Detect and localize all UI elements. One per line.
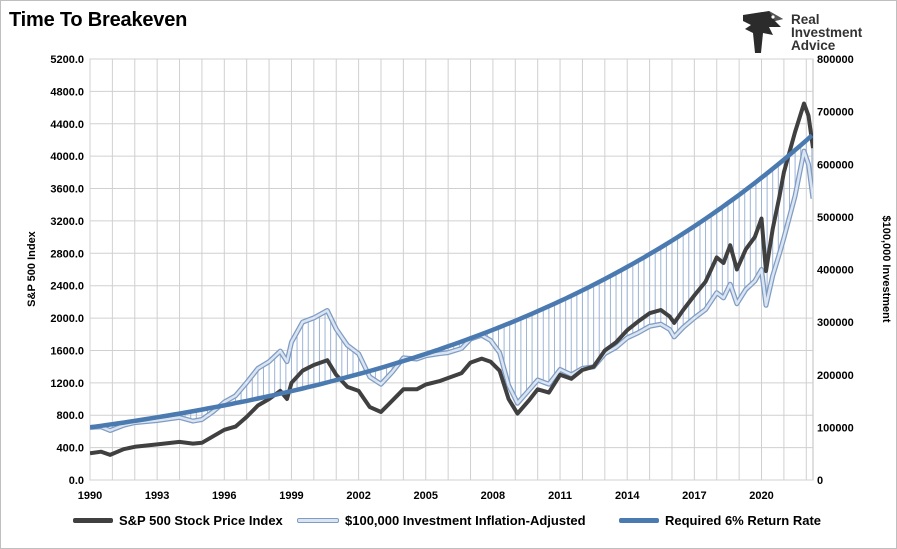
chart-plot: 0.0 400.0 800.0 1200.0 1600.0 2000.0 2400.0 280… [26,54,892,502]
legend-item-sp500: S&P 500 Stock Price Index [73,513,283,528]
series-sp500-line [90,101,813,457]
x-tick-label: 2014 [615,490,640,502]
y-tick-label-left: 4800.0 [50,86,84,98]
chart-title: Time To Breakeven [9,9,188,31]
eagle-logo-icon [743,11,783,53]
y-tick-label-right: 0 [817,475,823,487]
y-tick-label-left: 0.0 [69,475,84,487]
series-inflation-adjusted-outline [90,148,813,433]
legend-label-inflation: $100,000 Investment Inflation-Adjusted [345,513,586,528]
x-tick-label: 2005 [414,490,438,502]
y-tick-label-left: 800.0 [56,410,84,422]
y-tick-label-left: 3200.0 [50,216,84,228]
x-tick-label: 1993 [145,490,169,502]
series-inflation-adjusted-line [90,149,813,432]
logo-line-2: Investment [791,25,863,40]
x-tick-label: 2011 [548,490,572,502]
y-tick-label-right: 400000 [817,265,854,277]
y-tick-label-left: 4400.0 [50,119,84,131]
legend: S&P 500 Stock Price Index $100,000 Inves… [1,513,896,533]
y-tick-label-right: 500000 [817,212,854,224]
y-axis-title-left: S&P 500 Index [26,230,38,306]
x-tick-label: 2002 [346,490,370,502]
logo-line-1: Real [791,12,820,27]
legend-swatch-required [619,518,659,523]
x-tick-label: 2017 [682,490,706,502]
plot-area-border [89,58,814,481]
legend-item-required: Required 6% Return Rate [619,513,821,528]
y-tick-label-left: 2400.0 [50,281,84,293]
legend-item-inflation: $100,000 Investment Inflation-Adjusted [297,513,586,528]
y-tick-label-right: 700000 [817,107,854,119]
y-tick-label-left: 2000.0 [50,313,84,325]
series-layer [90,101,813,457]
logo-text: Real Investment Advice [791,12,863,53]
y-tick-label-left: 4000.0 [50,151,84,163]
y-tick-label-left: 1600.0 [50,345,84,357]
y-tick-label-right: 100000 [817,422,854,434]
axis-layer: 0.0 400.0 800.0 1200.0 1600.0 2000.0 2400.0 280… [50,54,853,502]
legend-label-sp500: S&P 500 Stock Price Index [119,513,283,528]
y-axis-title-right: $100,000 Investment [880,215,892,322]
legend-label-required: Required 6% Return Rate [665,513,822,528]
legend-swatch-sp500 [73,518,113,523]
x-tick-label: 1996 [212,490,236,502]
x-tick-label: 2008 [481,490,505,502]
y-tick-label-left: 5200.0 [50,54,84,66]
x-tick-label: 1999 [279,490,303,502]
y-tick-label-left: 400.0 [56,443,84,455]
grid-layer [89,58,814,481]
x-tick-label: 2020 [749,490,773,502]
y-tick-label-right: 200000 [817,370,854,382]
logo-line-3: Advice [791,38,836,53]
y-tick-label-left: 2800.0 [50,248,84,260]
legend-swatch-inflation [297,518,339,523]
y-tick-label-left: 1200.0 [50,378,84,390]
y-tick-label-right: 600000 [817,159,854,171]
x-tick-label: 1990 [78,490,102,502]
series-required-return-line [90,133,813,430]
logo: Real Investment Advice [739,9,879,59]
y-tick-label-left: 3600.0 [50,184,84,196]
y-tick-label-right: 300000 [817,317,854,329]
y-tick-label-right: 800000 [817,54,854,66]
